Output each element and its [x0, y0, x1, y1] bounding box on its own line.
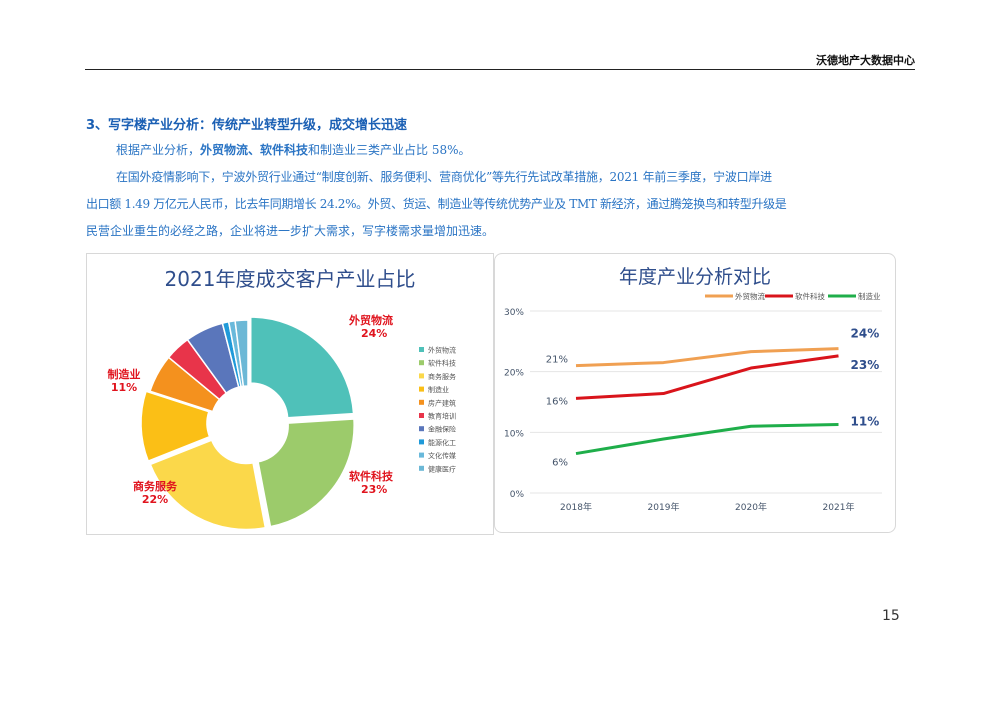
y-tick-label: 0% [510, 490, 525, 500]
legend-swatch [419, 347, 424, 352]
series-end-label: 23% [851, 358, 880, 372]
p1-text-c: 和制造业三类产业占比 58%。 [308, 143, 471, 157]
pie-label-name: 软件科技 [349, 469, 394, 483]
pie-title: 2021年度成交客户产业占比 [165, 267, 416, 291]
legend-swatch [419, 439, 424, 445]
legend-label: 金融保险 [428, 425, 456, 434]
series-start-label: 16% [546, 396, 568, 407]
legend-swatch [419, 373, 424, 379]
line-title: 年度产业分析对比 [619, 266, 771, 288]
p1-text-a: 根据产业分析， [116, 143, 201, 157]
legend-swatch [419, 465, 424, 471]
legend-label: 外贸物流 [428, 346, 456, 355]
pie-slice-2 [149, 439, 267, 531]
pie-label-value: 22% [142, 493, 168, 506]
legend-label: 房产建筑 [428, 398, 456, 407]
page-number: 15 [882, 608, 900, 624]
legend-label: 健康医疗 [428, 464, 456, 473]
pie-chart: 2021年度成交客户产业占比 外贸物流24%软件科技23%商务服务22%制造业1… [108, 267, 456, 531]
legend-label: 能源化工 [428, 438, 456, 447]
series-line-0 [575, 347, 839, 368]
paragraph-2-line-3: 民营企业重生的必经之路，企业将进一步扩大需求，写字楼需求量增加迅速。 [86, 224, 495, 238]
legend-swatch [419, 399, 424, 405]
legend-swatch [419, 360, 424, 366]
legend-label: 软件科技 [428, 359, 456, 368]
pie-label-value: 23% [361, 483, 387, 496]
y-tick-label: 10% [504, 429, 524, 439]
pie-label-value: 24% [361, 327, 387, 340]
line-chart: 年度产业分析对比 0% 10% 20% 30% 2018年 2019年 2020年 2021年… [504, 266, 882, 513]
series-line-2 [575, 422, 839, 456]
paragraph-2-line-1: 在国外疫情影响下，宁波外贸行业通过“制度创新、服务便利、营商优化”等先行先试改革… [116, 170, 772, 184]
section-title: 3、写字楼产业分析：传统产业转型升级，成交增长迅速 [86, 118, 408, 133]
pie-slice-9 [234, 319, 249, 388]
legend-swatch [419, 426, 424, 432]
y-tick-label: 20% [504, 369, 524, 379]
series-start-label: 6% [552, 458, 568, 469]
pie-chart-panel: 2021年度成交客户产业占比 外贸物流 24% 软件科技 23% 商务服务 22% 制造业 1… [86, 253, 494, 535]
legend-label: 文化传媒 [428, 451, 456, 460]
pie-label-name: 外贸物流 [348, 313, 393, 327]
x-tick-label: 2018年 [560, 501, 592, 513]
legend-label: 外贸物流 [735, 291, 765, 301]
x-tick-label: 2019年 [648, 501, 680, 513]
legend-label: 制造业 [428, 385, 449, 394]
legend-label: 制造业 [858, 291, 881, 301]
paragraph-2-line-2: 出口额 1.49 万亿元人民币，比去年同期增长 24.2%。外贸、货运、制造业等… [86, 197, 787, 211]
line-chart-panel: 年度产业分析对比 0% 10% 20% 30% 2018年 2019年 2020年 2021年… [494, 253, 896, 533]
header-divider [85, 69, 915, 70]
legend-label: 软件科技 [795, 291, 825, 301]
y-tick-label: 30% [504, 308, 524, 318]
legend-swatch [419, 386, 424, 392]
pie-slice-0 [249, 316, 355, 419]
series-line-1 [575, 354, 839, 400]
pie-label-value: 11% [111, 381, 137, 394]
pie-slice-3 [140, 390, 211, 463]
pie-label-name: 制造业 [108, 367, 141, 381]
legend-swatch [419, 452, 424, 458]
pie-label-name: 商务服务 [133, 479, 178, 493]
series-end-label: 24% [851, 327, 880, 341]
legend-swatch [419, 413, 424, 418]
paragraph-1: 根据产业分析，外贸物流、软件科技和制造业三类产业占比 58%。 [116, 141, 471, 158]
series-start-label: 21% [546, 355, 568, 366]
x-tick-label: 2020年 [735, 501, 767, 513]
p1-text-bold: 外贸物流、软件科技 [200, 143, 309, 157]
series-end-label: 11% [851, 414, 880, 428]
legend-label: 教育培训 [428, 412, 456, 421]
pie-slice-1 [257, 418, 355, 528]
header-org: 沃德地产大数据中心 [816, 54, 915, 67]
legend-label: 商务服务 [428, 372, 456, 381]
x-tick-label: 2021年 [823, 501, 855, 513]
